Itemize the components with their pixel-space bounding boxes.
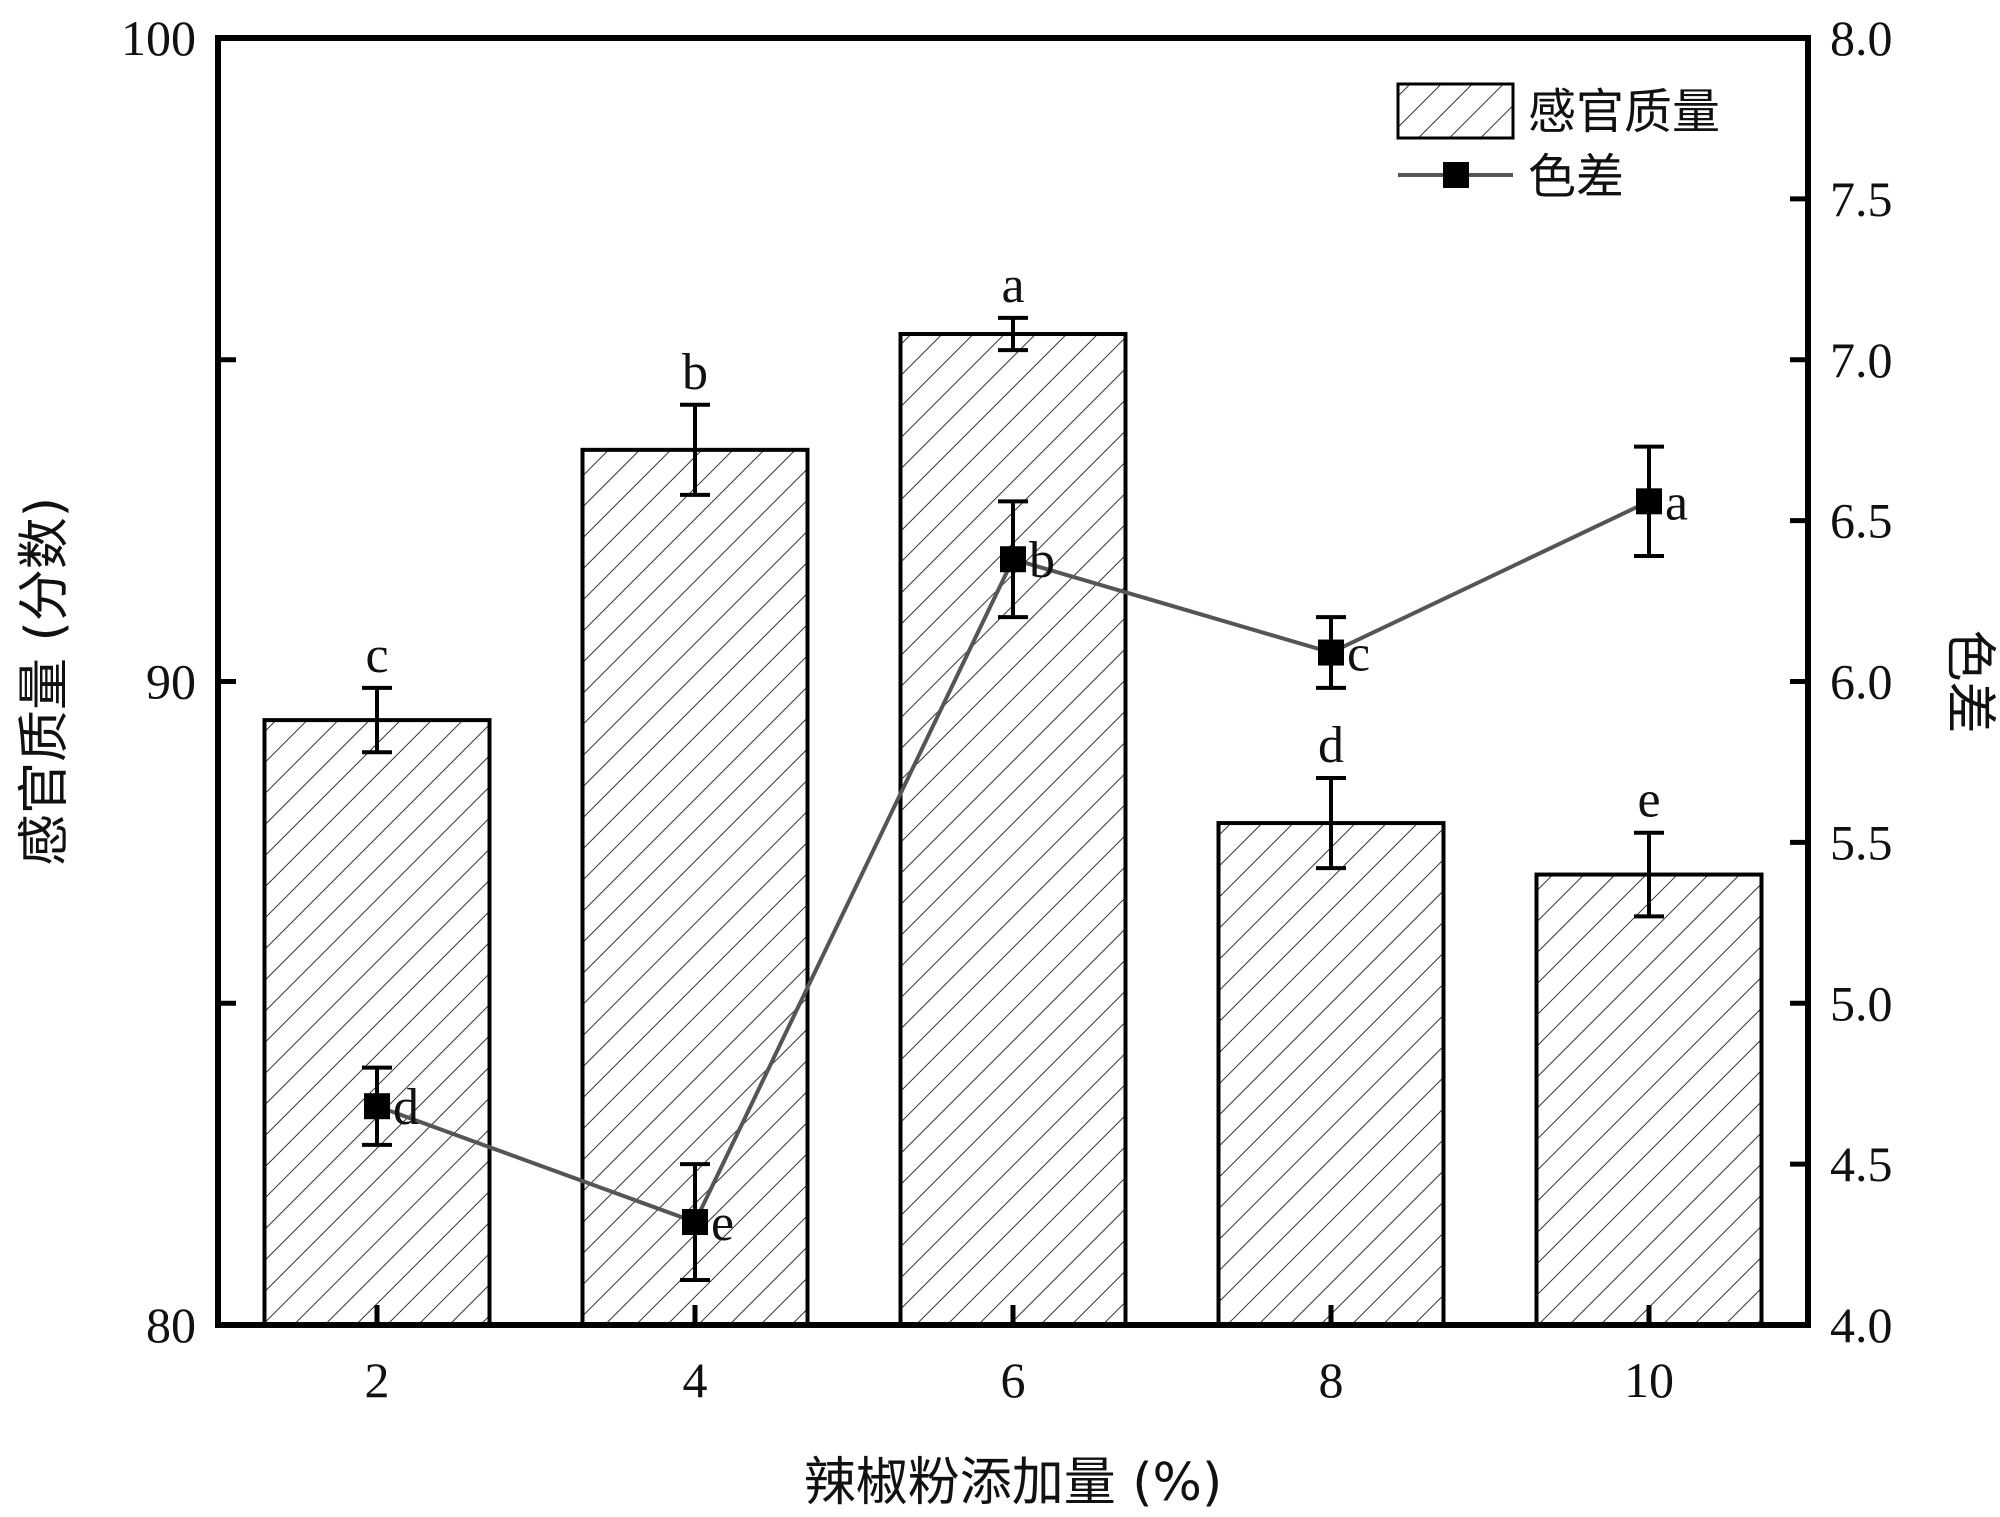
y-right-tick-label-4.5: 4.5: [1830, 1136, 1893, 1192]
bar-sig-label-2: c: [365, 627, 388, 684]
bar-sig-label-4: b: [682, 344, 708, 401]
bars-layer: [262, 332, 1764, 1327]
point-sig-label-10: a: [1665, 474, 1688, 531]
bar-6: [898, 332, 1128, 1327]
legend-line-marker: [1443, 162, 1469, 188]
y-right-tick-label-4.0: 4.0: [1830, 1297, 1893, 1353]
y-right-tick-label-6.5: 6.5: [1830, 493, 1893, 549]
y-left-tick-label-80: 80: [146, 1297, 196, 1353]
y-left-tick-label-90: 90: [146, 654, 196, 710]
bar-error-2: [362, 685, 392, 755]
y-right-tick-label-6.0: 6.0: [1830, 654, 1893, 710]
bar-2: [262, 718, 492, 1327]
y-axis-left-title: 感官质量 (分数): [15, 497, 75, 866]
y-right-tick-label-8.0: 8.0: [1830, 10, 1893, 66]
point-sig-label-4: e: [711, 1195, 734, 1252]
y-right-tick-label-7.5: 7.5: [1830, 171, 1893, 227]
y-axis-right-title: 色差: [1939, 629, 1999, 733]
y-left-tick-label-100: 100: [121, 10, 196, 66]
bar-error-8: [1316, 776, 1346, 871]
legend: 感官质量 色差: [1396, 82, 1720, 205]
point-8: [1318, 639, 1344, 666]
bar-error-10: [1634, 830, 1664, 919]
x-tick-label-6: 6: [1001, 1352, 1026, 1408]
legend-line-label: 色差: [1528, 149, 1624, 205]
point-4: [682, 1209, 708, 1236]
x-axis-title: 辣椒粉添加量 (%): [804, 1453, 1223, 1513]
bar-errors-layer: [362, 315, 1664, 919]
bar-sig-label-8: d: [1318, 717, 1344, 774]
bar-error-4: [680, 402, 710, 497]
legend-bar-label: 感官质量: [1528, 84, 1720, 140]
y-right-tick-label-5.0: 5.0: [1830, 975, 1893, 1031]
point-10: [1636, 488, 1662, 515]
bar-8: [1216, 821, 1446, 1327]
y-right-tick-label-7.0: 7.0: [1830, 332, 1893, 388]
y-right-tick-label-5.5: 5.5: [1830, 814, 1893, 870]
points-layer: [364, 488, 1662, 1236]
tick-labels-layer: 2 4 6 8 10 80 90 100 4.0 4.5 5.0 5.5 6.0 6.5 7.0 7.5 8.0: [121, 10, 1893, 1408]
point-2: [364, 1093, 390, 1120]
point-6: [1000, 546, 1026, 573]
x-tick-label-4: 4: [683, 1352, 708, 1408]
x-tick-label-8: 8: [1319, 1352, 1344, 1408]
point-sig-label-2: d: [393, 1079, 419, 1136]
bar-labels-layer: c b a d e: [365, 257, 1660, 829]
legend-bar-swatch: [1396, 82, 1515, 140]
bar-10: [1534, 872, 1764, 1327]
ticks-layer: [218, 35, 1808, 1328]
point-sig-label-8: c: [1347, 626, 1370, 683]
x-tick-label-2: 2: [365, 1352, 390, 1408]
bar-error-6: [998, 315, 1028, 353]
bar-sig-label-6: a: [1001, 257, 1024, 314]
point-labels-layer: d e b c a: [393, 474, 1688, 1252]
x-tick-label-10: 10: [1624, 1352, 1674, 1408]
point-sig-label-6: b: [1029, 532, 1055, 589]
bar-sig-label-10: e: [1637, 772, 1660, 829]
